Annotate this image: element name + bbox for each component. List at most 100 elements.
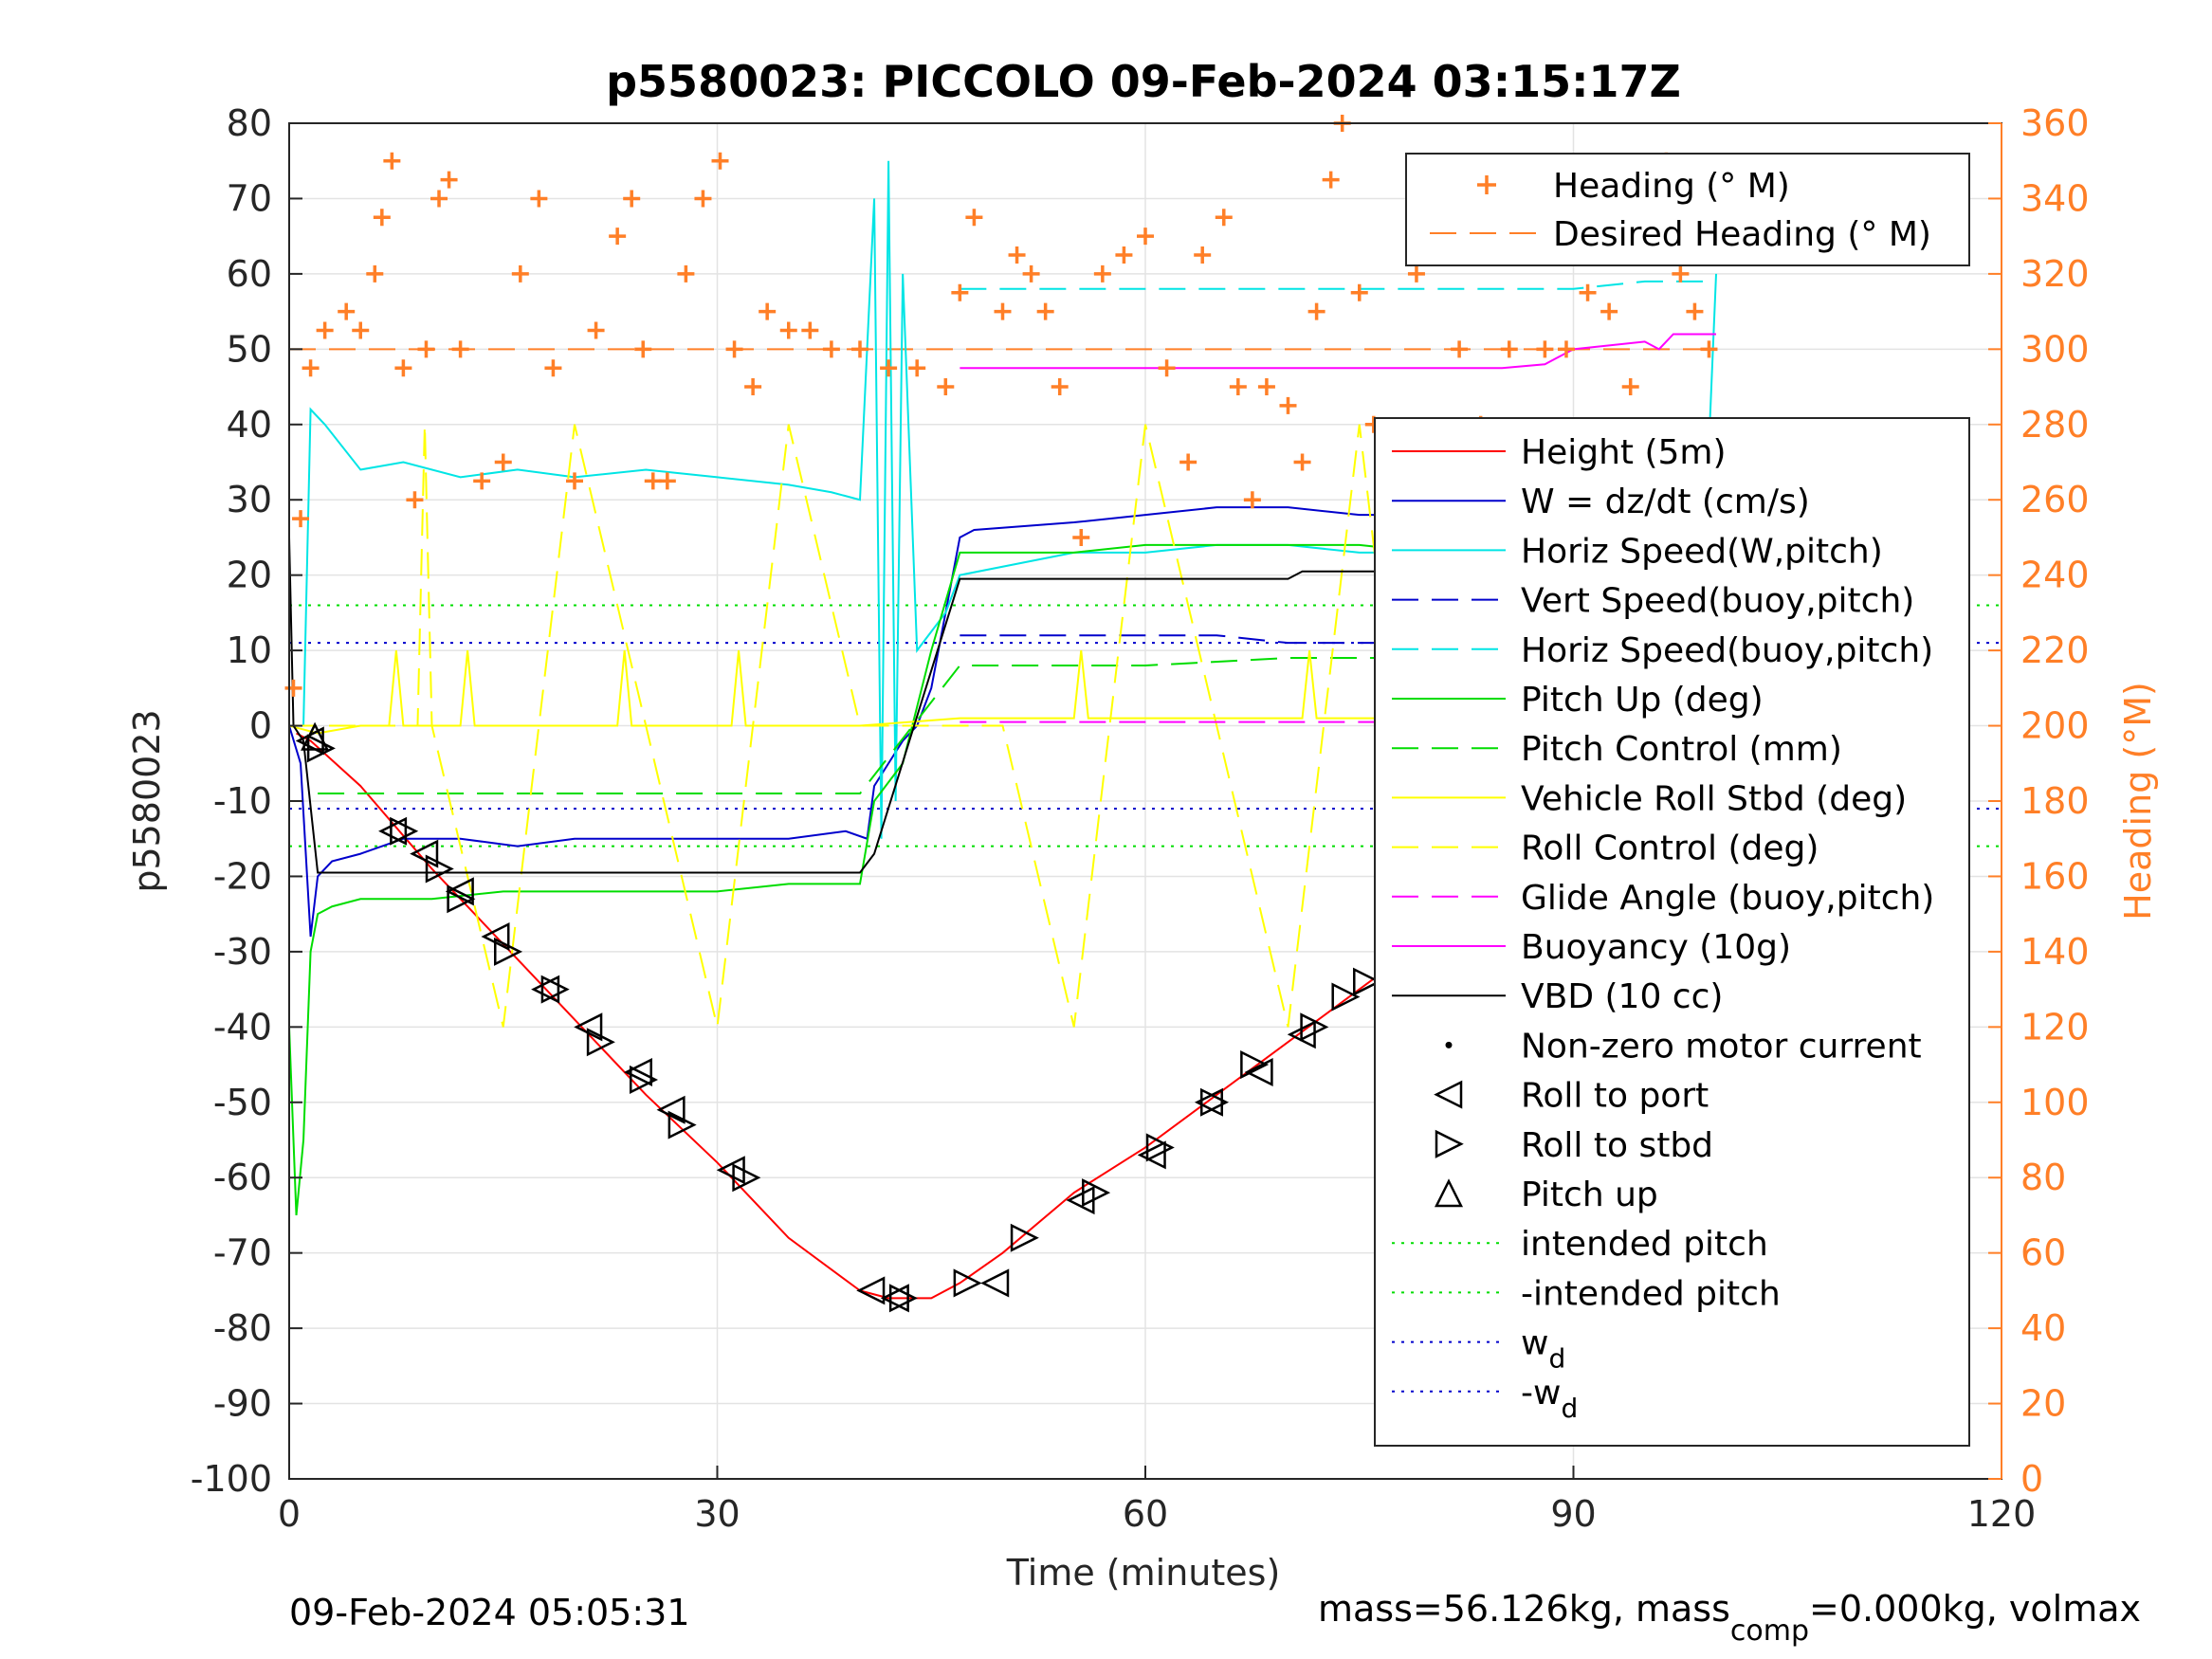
- x-tick-label: 30: [694, 1493, 740, 1535]
- y2-tick-label: 140: [2020, 931, 2090, 973]
- heading-point: [1579, 283, 1597, 301]
- pitch-up-marker: [301, 721, 330, 751]
- roll-stbd-marker: [540, 975, 570, 1004]
- y-tick-label: -100: [191, 1458, 272, 1500]
- legend-main-label: Vehicle Roll Stbd (deg): [1521, 779, 1907, 818]
- x-tick-label: 120: [1967, 1493, 2037, 1535]
- y-tick-label: -50: [213, 1082, 272, 1123]
- roll-stbd-marker: [1010, 1223, 1039, 1252]
- legend-main-label: VBD (10 cc): [1521, 977, 1723, 1016]
- heading-point: [1686, 302, 1704, 320]
- footer-mass-rest: =0.000kg, volmax: [1809, 1588, 2141, 1630]
- roll-stbd-marker: [629, 1065, 659, 1094]
- heading-point: [1229, 378, 1247, 396]
- legend-main-label: Buoyancy (10g): [1521, 928, 1791, 967]
- heading-point: [851, 340, 868, 358]
- legend-main-label: Glide Angle (buoy,pitch): [1521, 879, 1934, 918]
- legend-main-label-text: Vehicle Roll Stbd (deg): [1521, 779, 1907, 818]
- heading-point: [383, 152, 401, 170]
- legend-heading-label: Heading (° M): [1553, 167, 1790, 206]
- heading-point: [316, 321, 334, 339]
- y2-tick-label: 300: [2020, 328, 2090, 370]
- heading-point: [937, 378, 955, 396]
- heading-point: [1257, 378, 1275, 396]
- legend-main-label-text: W = dz/dt (cm/s): [1521, 483, 1810, 521]
- legend-main-sample: [1434, 1080, 1463, 1109]
- heading-point: [511, 264, 529, 283]
- x-tick-label: 60: [1123, 1493, 1168, 1535]
- roll-stbd-marker: [1331, 982, 1361, 1012]
- y2-axis-ticks: 3603403203002802602402202001801601401201…: [1988, 102, 2090, 1500]
- heading-point: [644, 472, 662, 490]
- heading-point: [1500, 340, 1518, 358]
- roll-port-marker: [410, 839, 439, 868]
- legend-main-label-text: -w: [1521, 1374, 1561, 1413]
- legend-main-label: Vert Speed(buoy,pitch): [1521, 582, 1914, 621]
- roll-stbd-marker: [390, 816, 419, 846]
- heading-point: [1158, 359, 1176, 377]
- legend-main-label-text: Roll Control (deg): [1521, 830, 1819, 868]
- y2-tick-label: 80: [2020, 1157, 2066, 1198]
- legend-main-label-text: -intended pitch: [1521, 1274, 1781, 1313]
- heading-point: [566, 472, 583, 490]
- legend-main-label-text: Pitch up: [1521, 1176, 1658, 1214]
- heading-point: [417, 340, 435, 358]
- heading-point: [1621, 378, 1639, 396]
- legend-main-label-text: VBD (10 cc): [1521, 977, 1723, 1016]
- heading-point: [759, 302, 777, 320]
- legend-main-label-text: Horiz Speed(W,pitch): [1521, 532, 1883, 571]
- footer-mass-text: mass=56.126kg, mass: [1318, 1588, 1730, 1630]
- legend-main-label: wd: [1521, 1324, 1565, 1375]
- y-tick-label: 30: [227, 479, 272, 520]
- heading-point: [801, 321, 819, 339]
- roll-port-marker: [623, 1057, 652, 1087]
- y-axis-ticks: 80 70 60 50 40 30 20 10 0 -10 -20 -30 -40 -50 -60 -70 -8…: [191, 102, 302, 1500]
- heading-point: [1194, 246, 1212, 264]
- roll-port-marker: [880, 1284, 909, 1313]
- footer-mass-subscript: comp: [1730, 1614, 1809, 1648]
- y-tick-label: -80: [213, 1307, 272, 1349]
- legend-main-label: Pitch up: [1521, 1176, 1658, 1214]
- heading-point: [1451, 340, 1469, 358]
- heading-point: [1072, 528, 1090, 546]
- heading-point: [366, 264, 384, 283]
- heading-point: [494, 453, 512, 471]
- roll-port-marker: [1194, 1087, 1223, 1117]
- footer-mass-info: mass=56.126kg, masscomp=0.000kg, volmax: [1318, 1588, 2141, 1648]
- y2-tick-label: 360: [2020, 102, 2090, 144]
- legend-main-label-text: Pitch Control (mm): [1521, 730, 1842, 769]
- legend-main-label: Roll to stbd: [1521, 1126, 1713, 1165]
- roll-stbd-marker: [1082, 1178, 1111, 1208]
- heading-point: [711, 152, 729, 170]
- roll-stbd-marker: [447, 884, 476, 914]
- roll-stbd-marker: [732, 1163, 761, 1193]
- heading-point: [1407, 264, 1425, 283]
- heading-point: [694, 190, 712, 208]
- x-tick-label: 0: [278, 1493, 301, 1535]
- roll-port-marker: [1137, 1140, 1166, 1170]
- heading-point: [1243, 491, 1261, 509]
- heading-point: [634, 340, 652, 358]
- y-tick-label: -30: [213, 931, 272, 973]
- legend-main-label-text: intended pitch: [1521, 1225, 1768, 1264]
- heading-point: [451, 340, 469, 358]
- legend-main-label: Non-zero motor current: [1521, 1027, 1922, 1066]
- legend-main-label: W = dz/dt (cm/s): [1521, 483, 1810, 521]
- y2-tick-label: 0: [2020, 1458, 2043, 1500]
- heading-point: [994, 302, 1012, 320]
- y-tick-label: -60: [213, 1157, 272, 1198]
- roll-port-marker: [656, 1095, 686, 1124]
- y2-tick-label: 220: [2020, 629, 2090, 671]
- heading-point: [1022, 264, 1040, 283]
- heading-point: [1557, 340, 1575, 358]
- legend-main-label: Horiz Speed(W,pitch): [1521, 532, 1883, 571]
- heading-point: [779, 321, 797, 339]
- heading-point: [609, 228, 627, 246]
- legend-main-label-text: Roll to stbd: [1521, 1126, 1713, 1165]
- roll-port-marker: [531, 975, 560, 1004]
- legend-main-label: intended pitch: [1521, 1225, 1768, 1264]
- heading-point: [1350, 283, 1368, 301]
- roll-port-marker: [1244, 1057, 1273, 1087]
- y2-tick-label: 20: [2020, 1383, 2066, 1425]
